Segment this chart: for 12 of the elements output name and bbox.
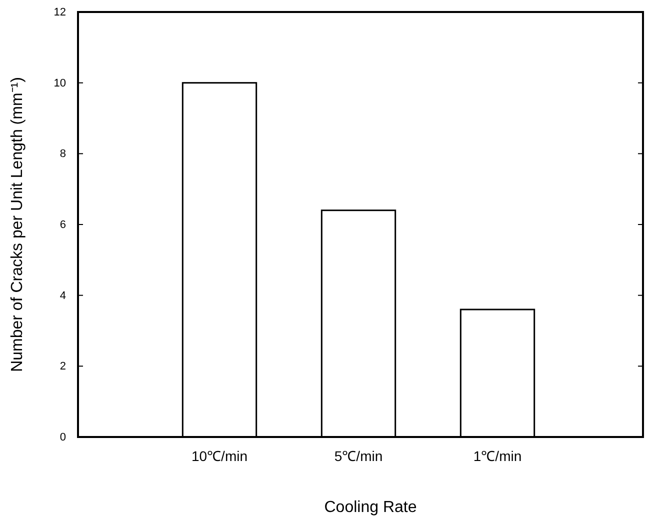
x-axis-title: Cooling Rate xyxy=(324,499,417,516)
y-tick-label: 10 xyxy=(54,77,66,90)
y-tick-label: 12 xyxy=(54,6,66,19)
x-tick-label: 10℃/min xyxy=(191,448,248,464)
x-tick-label: 1℃/min xyxy=(473,448,522,464)
x-tick-label: 5℃/min xyxy=(334,448,383,464)
y-tick-label: 4 xyxy=(60,290,66,302)
y-tick-label: 6 xyxy=(60,219,66,232)
y-tick-label: 8 xyxy=(60,148,66,160)
y-tick-label: 0 xyxy=(60,432,66,444)
y-tick-label: 2 xyxy=(60,360,66,373)
y-axis-title: Number of Cracks per Unit Length (mm⁻¹) xyxy=(9,77,26,372)
